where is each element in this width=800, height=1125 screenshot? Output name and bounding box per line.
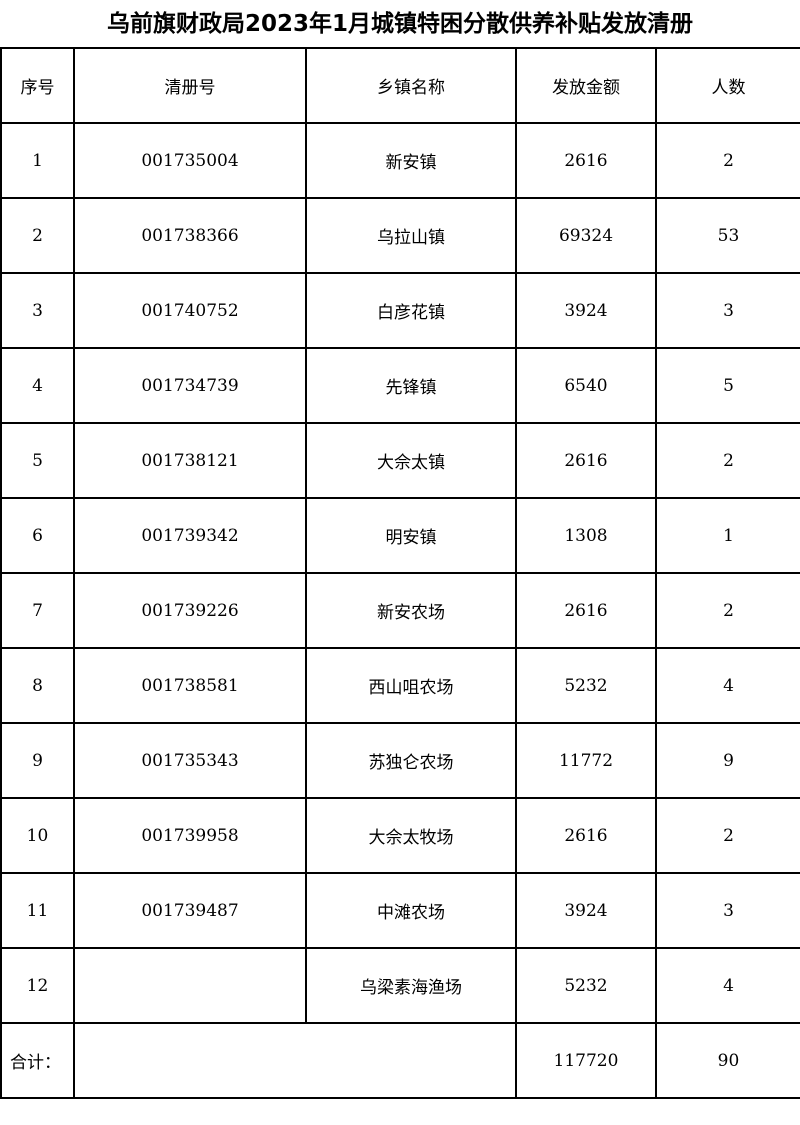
row-no: 8 (0, 647, 75, 724)
row-town: 大佘太镇 (305, 422, 517, 499)
row-amount: 2616 (515, 572, 657, 649)
header-amount: 发放金额 (515, 47, 657, 124)
row-code: 001735343 (73, 722, 307, 799)
row-amount: 2616 (515, 422, 657, 499)
row-town: 新安农场 (305, 572, 517, 649)
header-town: 乡镇名称 (305, 47, 517, 124)
row-code: 001739226 (73, 572, 307, 649)
row-town: 明安镇 (305, 497, 517, 574)
table-row: 9 001735343 苏独仑农场 11772 9 (0, 722, 800, 799)
row-code: 001738581 (73, 647, 307, 724)
row-no: 5 (0, 422, 75, 499)
row-amount: 2616 (515, 797, 657, 874)
row-town: 西山咀农场 (305, 647, 517, 724)
table-row: 2 001738366 乌拉山镇 69324 53 (0, 197, 800, 274)
table-row: 5 001738121 大佘太镇 2616 2 (0, 422, 800, 499)
table-row: 1 001735004 新安镇 2616 2 (0, 122, 800, 199)
row-people: 2 (655, 797, 800, 874)
row-people: 9 (655, 722, 800, 799)
row-town: 白彦花镇 (305, 272, 517, 349)
row-town: 先锋镇 (305, 347, 517, 424)
row-no: 1 (0, 122, 75, 199)
header-no: 序号 (0, 47, 75, 124)
row-people: 3 (655, 272, 800, 349)
row-code (73, 947, 307, 1024)
total-empty-cell (73, 1022, 517, 1099)
row-code: 001738366 (73, 197, 307, 274)
row-town: 乌梁素海渔场 (305, 947, 517, 1024)
table-row: 8 001738581 西山咀农场 5232 4 (0, 647, 800, 724)
row-no: 12 (0, 947, 75, 1024)
total-people: 90 (655, 1022, 800, 1099)
row-town: 大佘太牧场 (305, 797, 517, 874)
total-row: 合计： 117720 90 (0, 1022, 800, 1099)
row-amount: 11772 (515, 722, 657, 799)
row-people: 4 (655, 647, 800, 724)
total-amount: 117720 (515, 1022, 657, 1099)
row-amount: 3924 (515, 872, 657, 949)
table-row: 12 乌梁素海渔场 5232 4 (0, 947, 800, 1024)
table-row: 3 001740752 白彦花镇 3924 3 (0, 272, 800, 349)
row-code: 001739487 (73, 872, 307, 949)
row-no: 10 (0, 797, 75, 874)
table-row: 7 001739226 新安农场 2616 2 (0, 572, 800, 649)
row-amount: 5232 (515, 647, 657, 724)
row-no: 11 (0, 872, 75, 949)
row-code: 001739342 (73, 497, 307, 574)
row-code: 001738121 (73, 422, 307, 499)
document-title: 乌前旗财政局2023年1月城镇特困分散供养补贴发放清册 (106, 11, 694, 37)
row-no: 9 (0, 722, 75, 799)
row-town: 苏独仑农场 (305, 722, 517, 799)
row-no: 4 (0, 347, 75, 424)
row-people: 4 (655, 947, 800, 1024)
row-amount: 6540 (515, 347, 657, 424)
row-amount: 3924 (515, 272, 657, 349)
row-amount: 2616 (515, 122, 657, 199)
row-people: 1 (655, 497, 800, 574)
row-code: 001735004 (73, 122, 307, 199)
row-town: 新安镇 (305, 122, 517, 199)
table-row: 10 001739958 大佘太牧场 2616 2 (0, 797, 800, 874)
row-people: 2 (655, 122, 800, 199)
row-amount: 5232 (515, 947, 657, 1024)
disbursement-table: 序号 清册号 乡镇名称 发放金额 人数 1 001735004 新安镇 2616 2 2 0… (0, 47, 800, 1099)
row-no: 3 (0, 272, 75, 349)
row-town: 中滩农场 (305, 872, 517, 949)
row-no: 7 (0, 572, 75, 649)
row-code: 001740752 (73, 272, 307, 349)
row-code: 001739958 (73, 797, 307, 874)
row-people: 2 (655, 572, 800, 649)
row-code: 001734739 (73, 347, 307, 424)
row-people: 53 (655, 197, 800, 274)
row-people: 5 (655, 347, 800, 424)
row-amount: 1308 (515, 497, 657, 574)
table-row: 4 001734739 先锋镇 6540 5 (0, 347, 800, 424)
table-row: 11 001739487 中滩农场 3924 3 (0, 872, 800, 949)
table-header-row: 序号 清册号 乡镇名称 发放金额 人数 (0, 47, 800, 124)
row-people: 3 (655, 872, 800, 949)
total-label: 合计： (0, 1022, 75, 1099)
row-town: 乌拉山镇 (305, 197, 517, 274)
header-code: 清册号 (73, 47, 307, 124)
row-no: 2 (0, 197, 75, 274)
table-row: 6 001739342 明安镇 1308 1 (0, 497, 800, 574)
row-people: 2 (655, 422, 800, 499)
row-amount: 69324 (515, 197, 657, 274)
row-no: 6 (0, 497, 75, 574)
header-people: 人数 (655, 47, 800, 124)
